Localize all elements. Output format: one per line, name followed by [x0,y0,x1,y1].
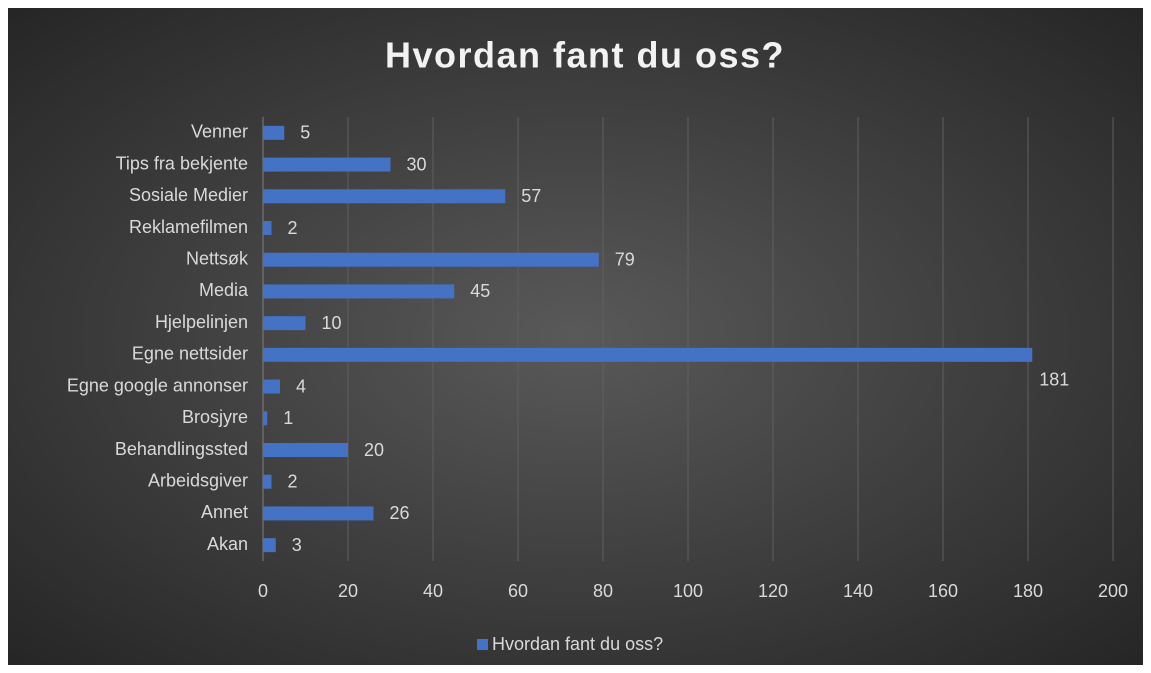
data-label: 3 [292,535,302,555]
y-tick-label: Reklamefilmen [129,217,248,237]
bar [263,474,272,489]
data-label: 181 [1039,370,1069,390]
data-label: 20 [364,440,384,460]
chart-background [8,8,1143,665]
y-tick-label: Tips fra bekjente [116,153,248,173]
data-label: 30 [407,154,427,174]
legend-swatch [477,639,488,650]
x-tick-label: 60 [508,581,528,601]
data-label: 5 [300,123,310,143]
bar [263,379,280,394]
data-label: 1 [283,408,293,428]
bar [263,347,1033,362]
x-tick-label: 0 [258,581,268,601]
x-tick-label: 200 [1098,581,1128,601]
x-tick-label: 20 [338,581,358,601]
bar [263,221,272,235]
bar [263,506,374,521]
y-tick-label: Sosiale Medier [129,185,248,205]
bar [263,411,268,426]
bar [263,252,599,267]
y-tick-label: Akan [207,534,248,554]
data-label: 4 [296,376,306,396]
data-label: 57 [521,186,541,206]
x-tick-label: 100 [673,581,703,601]
data-label: 79 [615,249,635,269]
data-label: 2 [288,218,298,238]
x-tick-label: 160 [928,581,958,601]
data-label: 26 [390,503,410,523]
bar [263,157,391,172]
legend-label: Hvordan fant du oss? [492,634,663,654]
chart-title: Hvordan fant du oss? [385,35,785,76]
x-tick-label: 120 [758,581,788,601]
x-tick-label: 180 [1013,581,1043,601]
y-tick-label: Egne nettsider [132,344,248,364]
x-tick-label: 40 [423,581,443,601]
y-tick-label: Annet [201,502,248,522]
bar [263,538,276,553]
y-tick-label: Brosjyre [182,407,248,427]
bar [263,443,348,457]
bar [263,284,455,299]
data-label: 10 [322,313,342,333]
bar [263,125,285,140]
x-tick-label: 140 [843,581,873,601]
y-tick-label: Egne google annonser [67,375,248,395]
y-tick-label: Nettsøk [186,248,249,268]
data-label: 2 [288,471,298,491]
x-tick-label: 80 [593,581,613,601]
y-tick-label: Hjelpelinjen [155,312,248,332]
y-tick-label: Behandlingssted [115,439,248,459]
y-tick-label: Arbeidsgiver [148,470,248,490]
bar [263,316,306,331]
bar [263,189,506,204]
data-label: 45 [470,281,490,301]
y-tick-label: Venner [191,122,248,142]
y-tick-label: Media [199,280,249,300]
